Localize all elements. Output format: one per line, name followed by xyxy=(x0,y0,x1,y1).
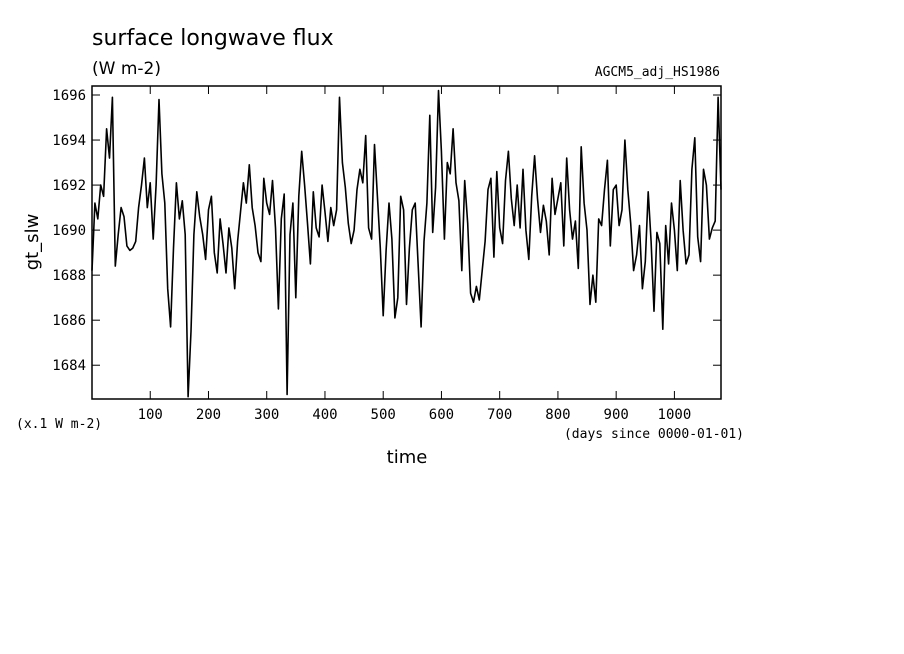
y-tick-label: 1694 xyxy=(52,133,86,149)
x-tick-label: 500 xyxy=(371,407,396,423)
y-tick-label: 1684 xyxy=(52,358,86,374)
x-tick-label: 600 xyxy=(429,407,454,423)
x-tick-label: 300 xyxy=(254,407,279,423)
x-tick-label: 700 xyxy=(487,407,512,423)
x-axis-title: time xyxy=(387,447,428,468)
x-tick-label: 900 xyxy=(604,407,629,423)
chart-title: surface longwave flux xyxy=(92,26,334,51)
chart-subtitle: (W m-2) xyxy=(92,59,161,79)
x-tick-label: 400 xyxy=(312,407,337,423)
y-tick-label: 1692 xyxy=(52,178,86,194)
x-unit-note: (days since 0000-01-01) xyxy=(564,427,744,442)
y-tick-label: 1688 xyxy=(52,268,86,284)
y-unit-note: (x.1 W m-2) xyxy=(16,417,102,432)
series-line xyxy=(91,89,722,398)
y-tick-label: 1690 xyxy=(52,223,86,239)
y-tick-label: 1686 xyxy=(52,313,86,329)
y-axis: 1684 1686 1688 1690 1692 1694 1696 xyxy=(52,88,721,374)
x-axis: 100 200 300 400 500 600 700 800 900 1000 xyxy=(138,86,692,423)
x-tick-label: 200 xyxy=(196,407,221,423)
source-label: AGCM5_adj_HS1986 xyxy=(595,65,720,80)
x-tick-label: 1000 xyxy=(658,407,692,423)
y-tick-label: 1696 xyxy=(52,88,86,104)
x-tick-label: 100 xyxy=(138,407,163,423)
plot-frame xyxy=(91,85,722,400)
x-tick-label: 800 xyxy=(545,407,570,423)
y-axis-title: gt_slw xyxy=(22,214,43,271)
